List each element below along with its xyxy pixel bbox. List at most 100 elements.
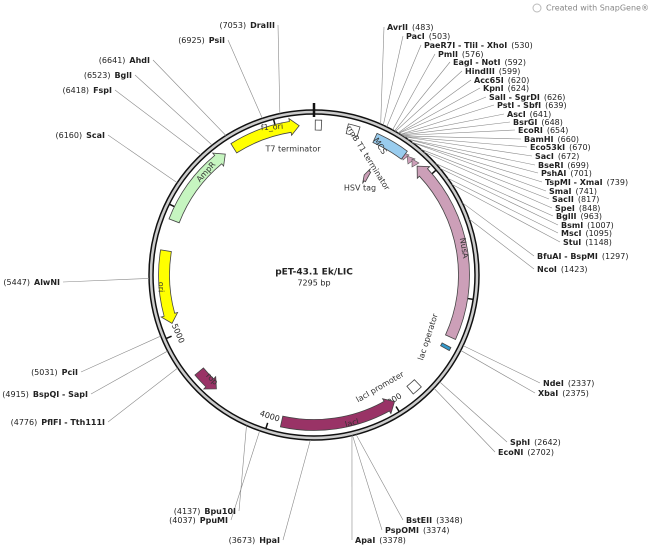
enzyme-name: XbaI [538,389,558,398]
site-position: (4137) [174,507,201,516]
site-leader [401,121,511,136]
enzyme-name: HpaI [259,536,280,545]
site-label: HindIII (599) [465,67,520,76]
site-leader [107,134,178,184]
site-label: SpeI (848) [555,204,600,213]
tick-mark [395,406,400,413]
enzyme-name: SacI [535,152,554,161]
site-leader [435,163,554,217]
site-position: (6523) [84,71,111,80]
site-label: BstEII (3348) [406,516,463,525]
site-label: (6925) PsiI [178,36,225,45]
site-leader [407,138,536,166]
site-label: (6523) BglI [84,71,132,80]
site-label: (4776) PflFI - Tth111I [11,418,105,427]
site-position: (6641) [99,56,126,65]
site-leader [352,435,383,531]
site-position: (6925) [178,36,205,45]
site-label: MscI (1095) [561,229,612,238]
enzyme-name: BstEII [406,516,432,525]
site-leader [282,439,311,541]
site-position: (530) [511,41,533,50]
enzyme-name: BglII [556,212,577,221]
enzyme-name: BamHI [524,135,554,144]
site-label: AvrII (483) [387,23,434,32]
feature [372,132,408,160]
site-label: (6641) AhdI [99,56,150,65]
enzyme-name: NcoI [537,265,557,274]
site-position: (1148) [585,238,612,247]
site-position: (1095) [585,229,612,238]
tick-mark [165,335,172,340]
site-position: (6418) [62,86,89,95]
site-label: EcoNI (2702) [498,448,554,457]
site-leader [400,104,495,135]
tick-mark [272,118,276,126]
site-leader [451,184,561,243]
site-label: (6160) ScaI [56,131,106,140]
enzyme-name: Bpu10I [204,507,236,516]
feature [440,342,452,352]
site-label: BsmI (1007) [561,221,614,230]
site-position: (739) [607,178,629,187]
enzyme-name: PspOMI [385,526,419,535]
tick-mark [169,203,176,208]
site-leader [107,367,178,423]
site-label: PshAI (701) [541,169,592,178]
site-label: BsrGI (648) [513,118,563,127]
site-position: (7053) [219,21,246,30]
site-leader [277,24,281,114]
site-label: SacII (817) [552,195,599,204]
feature [416,165,470,341]
site-leader [433,388,496,453]
site-label: Eco53kI (670) [530,143,591,152]
site-leader [460,350,536,394]
feature [158,249,179,324]
site-leader [380,26,385,125]
plasmid-name: pET-43.1 Ek/LIC [275,268,353,278]
site-position: (701) [570,169,592,178]
site-position: (2702) [527,448,554,457]
site-label: PaeR7I - TliI - XhoI (530) [424,41,533,50]
site-leader [423,151,553,209]
site-position: (2375) [562,389,589,398]
site-position: (592) [504,58,526,67]
site-position: (4915) [2,390,29,399]
site-label: (4137) Bpu10I [174,507,236,516]
site-leader [238,425,247,512]
feature-label: ori [157,282,166,292]
site-label: BamHI (660) [524,135,579,144]
site-leader [134,74,213,146]
enzyme-name: PstI - SbfI [497,101,541,110]
site-position: (2642) [534,438,561,447]
site-position: (648) [541,118,563,127]
site-position: (6160) [56,131,83,140]
site-label: SphI (2642) [510,438,561,447]
site-label: AscI (641) [507,110,551,119]
enzyme-name: BspQI - SapI [33,390,88,399]
enzyme-name: PmlI [438,50,458,59]
site-leader [230,430,260,521]
site-leader [439,381,508,443]
feature-label: NusA [458,237,471,259]
site-leader [398,96,487,134]
site-leader [90,350,168,395]
tick-label: 5000 [170,322,186,344]
enzyme-name: PaeR7I - TliI - XhoI [424,41,507,50]
site-leader [447,177,559,234]
site-label: (5031) PciI [31,368,78,377]
enzyme-name: EcoNI [498,448,523,457]
plasmid-length: 7295 bp [297,279,330,288]
site-leader [355,434,404,521]
site-position: (3673) [229,536,256,545]
site-position: (1007) [587,221,614,230]
site-position: (741) [575,187,597,196]
site-label: NdeI (2337) [543,379,594,388]
site-leader [382,35,404,126]
site-label: EagI - NotI (592) [453,58,526,67]
site-label: (5447) AlwNI [3,278,60,287]
enzyme-name: SacII [552,195,574,204]
site-position: (5031) [31,368,58,377]
site-position: (4776) [11,418,38,427]
site-label: NcoI (1423) [537,265,588,274]
